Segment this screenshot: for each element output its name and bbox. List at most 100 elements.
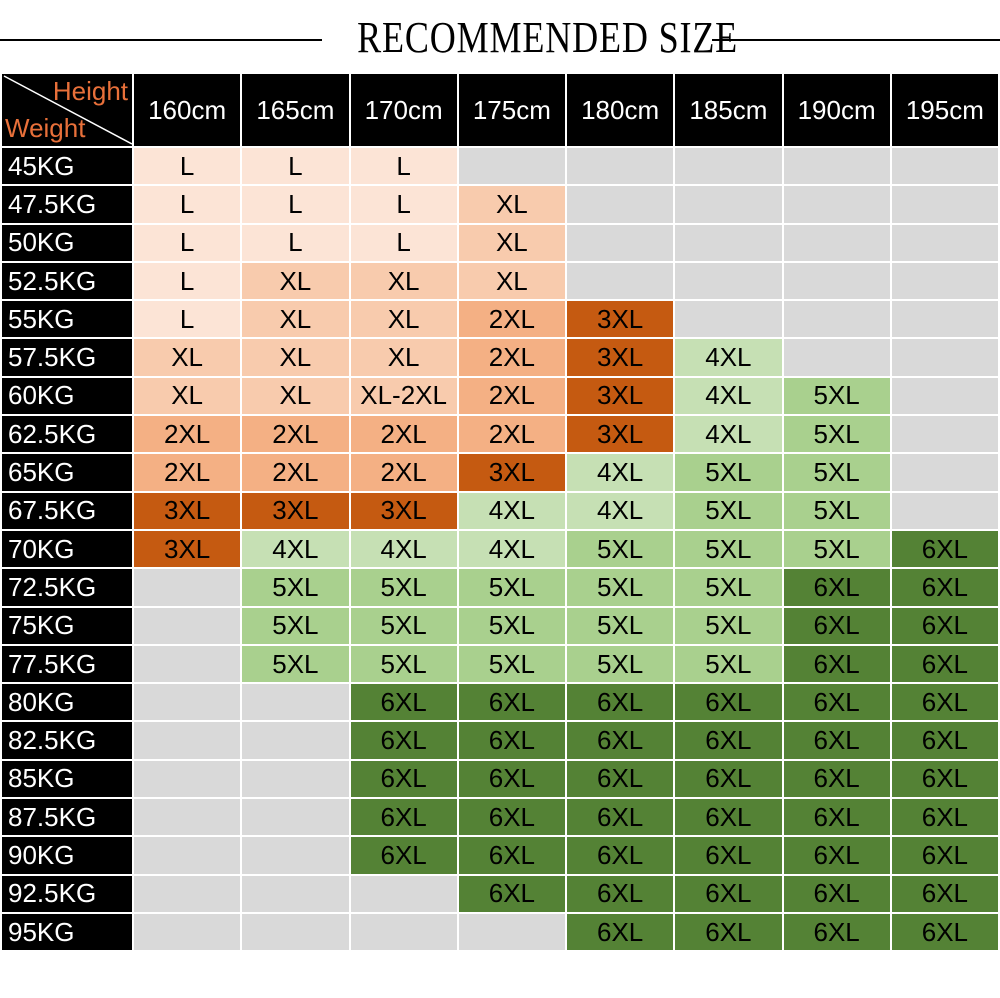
- empty-cell: [131, 911, 243, 953]
- size-cell: L: [240, 222, 351, 263]
- size-cell: 6XL: [781, 605, 892, 646]
- size-cell: 5XL: [673, 643, 784, 685]
- corner-diagonal: [3, 75, 131, 145]
- empty-cell: [456, 145, 568, 187]
- size-cell: 6XL: [781, 873, 892, 914]
- size-cell: 6XL: [889, 643, 1000, 685]
- size-cell: 6XL: [781, 911, 892, 953]
- table-row: 82.5KG 6XL 6XL 6XL 6XL 6XL 6XL: [0, 720, 1000, 761]
- table-row: 62.5KG 2XL 2XL 2XL 2XL 3XL 4XL 5XL: [0, 414, 1000, 455]
- table-row: 47.5KG L L L XL: [0, 184, 1000, 225]
- table-row: 55KG L XL XL 2XL 3XL: [0, 299, 1000, 340]
- empty-cell: [564, 260, 676, 302]
- empty-cell: [131, 835, 243, 876]
- title-bar: RECOMMENDED SIZE: [0, 0, 1000, 72]
- empty-cell: [131, 643, 243, 685]
- empty-cell: [240, 873, 351, 914]
- size-cell: 4XL: [564, 452, 676, 493]
- size-cell: L: [131, 260, 243, 302]
- size-cell: 4XL: [673, 337, 784, 378]
- size-cell: 2XL: [240, 414, 351, 455]
- table-row: 52.5KG L XL XL XL: [0, 260, 1000, 302]
- table-row: 65KG 2XL 2XL 2XL 3XL 4XL 5XL 5XL: [0, 452, 1000, 493]
- empty-cell: [781, 260, 892, 302]
- size-cell: L: [348, 145, 459, 187]
- size-cell: 5XL: [673, 605, 784, 646]
- size-cell: 6XL: [673, 797, 784, 838]
- size-cell: 6XL: [348, 720, 459, 761]
- size-cell: XL: [240, 337, 351, 378]
- empty-cell: [240, 797, 351, 838]
- size-cell: XL: [240, 375, 351, 417]
- corner-cell: Height Weight: [0, 72, 134, 148]
- empty-cell: [348, 911, 459, 953]
- empty-cell: [673, 184, 784, 225]
- size-cell: 2XL: [131, 414, 243, 455]
- height-header-row: Height Weight 160cm 165cm 170cm 175cm 180cm 1…: [0, 72, 1000, 148]
- empty-cell: [240, 758, 351, 800]
- weight-header-cell: 90KG: [0, 835, 134, 876]
- weight-header-cell: 67.5KG: [0, 490, 134, 531]
- size-cell: 4XL: [673, 414, 784, 455]
- size-cell: XL: [240, 260, 351, 302]
- size-cell: XL: [348, 337, 459, 378]
- size-cell: 5XL: [673, 452, 784, 493]
- size-cell: 3XL: [564, 414, 676, 455]
- size-cell: 2XL: [456, 337, 568, 378]
- size-cell: 5XL: [781, 375, 892, 417]
- weight-header-cell: 77.5KG: [0, 643, 134, 685]
- size-cell: 6XL: [781, 758, 892, 800]
- height-axis-label: Height: [52, 76, 128, 106]
- size-cell: 6XL: [564, 682, 676, 723]
- size-cell: XL: [456, 222, 568, 263]
- size-cell: 6XL: [673, 911, 784, 953]
- weight-header-cell: 72.5KG: [0, 567, 134, 608]
- page-title: RECOMMENDED SIZE: [357, 13, 739, 62]
- size-cell: 5XL: [564, 643, 676, 685]
- table-row: 87.5KG 6XL 6XL 6XL 6XL 6XL 6XL: [0, 797, 1000, 838]
- size-cell: 6XL: [889, 873, 1000, 914]
- size-cell: L: [240, 145, 351, 187]
- size-cell: 3XL: [348, 490, 459, 531]
- size-cell: 2XL: [131, 452, 243, 493]
- size-cell: 3XL: [564, 299, 676, 340]
- empty-cell: [456, 911, 568, 953]
- table-row: 70KG 3XL 4XL 4XL 4XL 5XL 5XL 5XL 6XL: [0, 528, 1000, 570]
- size-cell: 3XL: [564, 337, 676, 378]
- empty-cell: [889, 184, 1000, 225]
- size-cell: 6XL: [781, 643, 892, 685]
- size-cell: 4XL: [564, 490, 676, 531]
- weight-header-cell: 65KG: [0, 452, 134, 493]
- weight-header-cell: 45KG: [0, 145, 134, 187]
- size-cell: 3XL: [131, 528, 243, 570]
- size-rows: 45KG L L L 47.5KG L L L XL 50KG L L L XL 52.5KG L XL XL XL…: [0, 145, 1000, 953]
- empty-cell: [889, 260, 1000, 302]
- weight-header-cell: 60KG: [0, 375, 134, 417]
- weight-header-cell: 87.5KG: [0, 797, 134, 838]
- size-cell: 6XL: [348, 682, 459, 723]
- size-cell: L: [131, 145, 243, 187]
- size-cell: 6XL: [673, 720, 784, 761]
- size-cell: 6XL: [889, 567, 1000, 608]
- empty-cell: [348, 873, 459, 914]
- size-cell: 6XL: [456, 720, 568, 761]
- size-cell: 6XL: [889, 605, 1000, 646]
- weight-header-cell: 57.5KG: [0, 337, 134, 378]
- size-cell: XL: [456, 184, 568, 225]
- size-cell: 6XL: [564, 758, 676, 800]
- size-cell: 6XL: [889, 682, 1000, 723]
- size-cell: 5XL: [673, 528, 784, 570]
- title-rule-left: [0, 39, 322, 41]
- empty-cell: [889, 375, 1000, 417]
- size-cell: 5XL: [456, 643, 568, 685]
- size-cell: 6XL: [348, 758, 459, 800]
- size-cell: 6XL: [673, 835, 784, 876]
- size-cell: 5XL: [781, 414, 892, 455]
- size-cell: 2XL: [456, 375, 568, 417]
- weight-header-cell: 82.5KG: [0, 720, 134, 761]
- weight-header-cell: 62.5KG: [0, 414, 134, 455]
- size-cell: 4XL: [456, 490, 568, 531]
- size-cell: 3XL: [131, 490, 243, 531]
- size-cell: 3XL: [564, 375, 676, 417]
- table-row: 92.5KG 6XL 6XL 6XL 6XL 6XL: [0, 873, 1000, 914]
